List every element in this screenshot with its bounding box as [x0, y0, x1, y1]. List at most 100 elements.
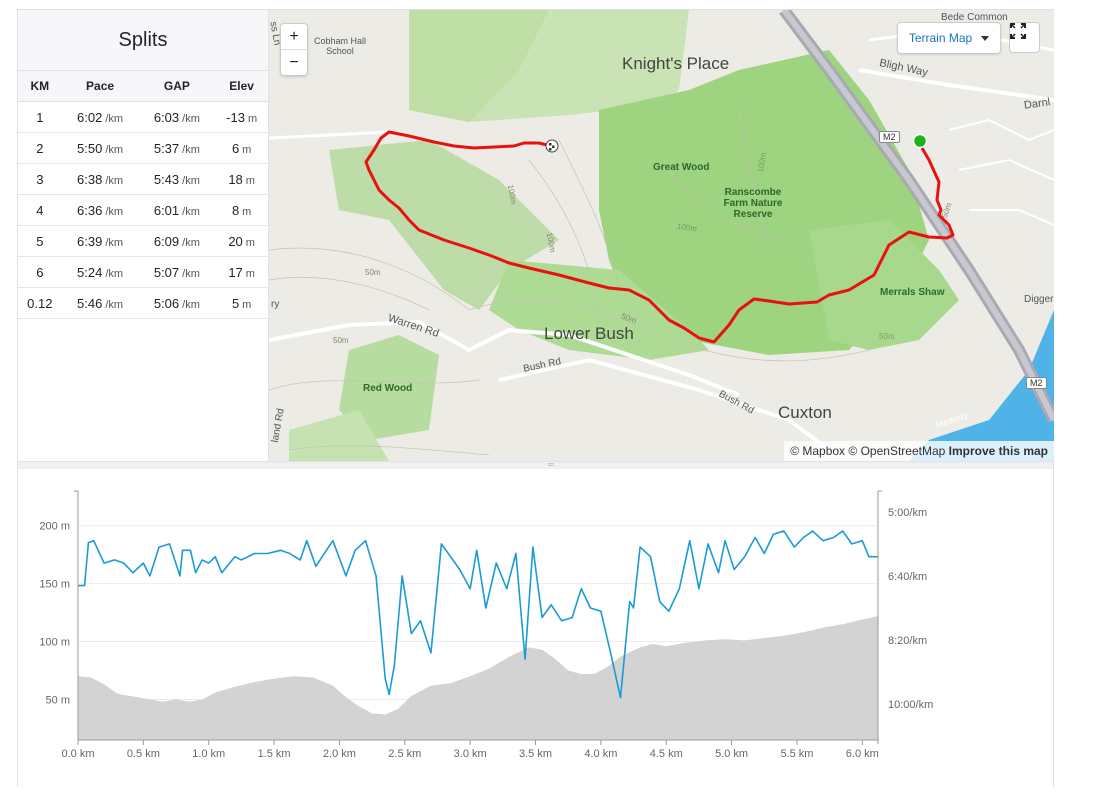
label-digger: Digger [1024, 294, 1054, 305]
route-map[interactable]: Knight's Place Lower Bush Cuxton Great W… [269, 10, 1054, 461]
split-pace: 5:50/km [61, 132, 139, 164]
split-km-value: 2 [36, 140, 44, 156]
split-elev: 17 m [215, 256, 268, 288]
x-tick: 2.0 km [323, 748, 356, 760]
split-gap-value: 5:43 [153, 171, 180, 187]
zoom-out-button[interactable]: − [281, 49, 307, 75]
split-pace-unit: /km [105, 267, 124, 280]
improve-map-link[interactable]: Improve this map [948, 444, 1048, 458]
split-gap-unit: /km [182, 174, 200, 187]
split-gap-value: 5:06 [153, 295, 180, 311]
split-km: 1 [18, 101, 62, 133]
split-gap-unit: /km [182, 298, 200, 311]
y-right-tick: 8:20/km [888, 635, 927, 647]
split-pace-value: 6:39 [77, 233, 103, 249]
x-tick: 1.0 km [192, 748, 225, 760]
split-km-value: 1 [36, 109, 44, 125]
y-left-tick: 150 m [39, 579, 70, 591]
split-km-value: 5 [36, 233, 44, 249]
x-tick: 0.5 km [127, 748, 160, 760]
split-km-value: 3 [36, 171, 44, 187]
chart-svg: 200 m 150 m 100 m 50 m 5:00/km 6:40/km 8:20/km… [39, 490, 933, 760]
attr-osm[interactable]: © OpenStreetMap [848, 444, 946, 458]
split-km: 5 [18, 225, 62, 257]
resize-handle[interactable]: ═ [18, 461, 1053, 469]
split-gap: 5:07/km [138, 256, 216, 288]
x-tick: 0.0 km [61, 748, 94, 760]
split-pace-value: 5:24 [77, 264, 103, 280]
forest-hatched [409, 10, 549, 122]
split-pace: 6:02/km [61, 101, 139, 133]
split-elev-unit: m [242, 143, 252, 156]
split-gap-value: 6:01 [153, 202, 180, 218]
label-merrals-shaw: Merrals Shaw [880, 287, 945, 298]
split-elev-value: 8 [231, 202, 240, 218]
split-elev: 20 m [215, 225, 268, 257]
split-row[interactable]: 5 6:39/km 6:09/km 20 m [18, 225, 268, 257]
attr-mapbox[interactable]: © Mapbox [790, 444, 846, 458]
split-row[interactable]: 3 6:38/km 5:43/km 18 m [18, 163, 268, 195]
terrain-map-dropdown[interactable]: Terrain Map [897, 22, 1001, 54]
label-contour-50a: 50m [365, 268, 381, 277]
label-red-wood: Red Wood [363, 383, 413, 394]
map-canvas [269, 10, 1054, 461]
residential-streets [948, 118, 1054, 226]
split-gap-value: 6:03 [153, 109, 180, 125]
label-bede-common: Bede Common [941, 12, 1008, 23]
route-line [364, 130, 955, 344]
label-ry: ry [271, 299, 280, 310]
split-elev-unit: m [245, 174, 255, 187]
split-gap: 6:01/km [138, 194, 216, 226]
x-tick: 4.0 km [584, 748, 617, 760]
split-pace-unit: /km [105, 236, 124, 249]
forest-merrals [809, 220, 959, 350]
split-km-value: 0.12 [27, 295, 53, 311]
label-great-wood: Great Wood [653, 162, 710, 173]
finish-flag-icon [549, 143, 555, 151]
pace-line [78, 530, 878, 699]
split-pace: 6:39/km [61, 225, 139, 257]
split-elev: 18 m [215, 163, 268, 195]
x-tick: 6.0 km [846, 748, 879, 760]
col-km: KM [18, 71, 62, 102]
split-gap-value: 6:09 [153, 233, 180, 249]
split-row[interactable]: 1 6:02/km 6:03/km -13 m [18, 101, 268, 133]
y-right-tick: 10:00/km [888, 699, 933, 711]
split-pace-value: 6:38 [77, 171, 103, 187]
zoom-in-button[interactable]: + [289, 28, 299, 45]
road-bush [498, 357, 831, 452]
split-elev: -13 m [215, 101, 268, 133]
x-tick: 3.0 km [454, 748, 487, 760]
split-elev-value: 18 [228, 171, 243, 187]
splits-table: KM Pace GAP Elev 1 6:02/km 6:03/km -13 m 2 5:5… [18, 71, 268, 319]
split-gap-unit: /km [182, 267, 200, 280]
split-row[interactable]: 6 5:24/km 5:07/km 17 m [18, 256, 268, 288]
split-row[interactable]: 2 5:50/km 5:37/km 6 m [18, 132, 268, 164]
elevation-pace-chart[interactable]: 200 m 150 m 100 m 50 m 5:00/km 6:40/km 8:20/km… [18, 469, 1053, 787]
split-km: 2 [18, 132, 62, 164]
label-contour-50d: 50m [879, 332, 895, 341]
split-row[interactable]: 0.12 5:46/km 5:06/km 5 m [18, 287, 268, 319]
split-gap: 5:43/km [138, 163, 216, 195]
x-tick: 3.5 km [519, 748, 552, 760]
split-row[interactable]: 4 6:36/km 6:01/km 8 m [18, 194, 268, 226]
split-elev-unit: m [242, 205, 252, 218]
split-gap-value: 5:07 [153, 264, 180, 280]
split-pace-unit: /km [105, 205, 124, 218]
y-right-tick: 5:00/km [888, 507, 927, 519]
motorway-m2-inner [781, 10, 1054, 422]
forest-west [329, 140, 559, 310]
split-gap: 5:37/km [138, 132, 216, 164]
split-elev-unit: m [245, 267, 255, 280]
split-km-value: 6 [36, 264, 44, 280]
split-gap: 5:06/km [138, 287, 216, 319]
split-elev-value: 6 [231, 140, 240, 156]
fullscreen-button[interactable] [1009, 22, 1040, 53]
forest-south-west [289, 410, 389, 461]
col-gap: GAP [138, 71, 216, 102]
split-gap-unit: /km [182, 205, 200, 218]
label-cuxton: Cuxton [778, 403, 832, 422]
x-tick: 5.0 km [715, 748, 748, 760]
caret-down-icon [981, 36, 990, 42]
